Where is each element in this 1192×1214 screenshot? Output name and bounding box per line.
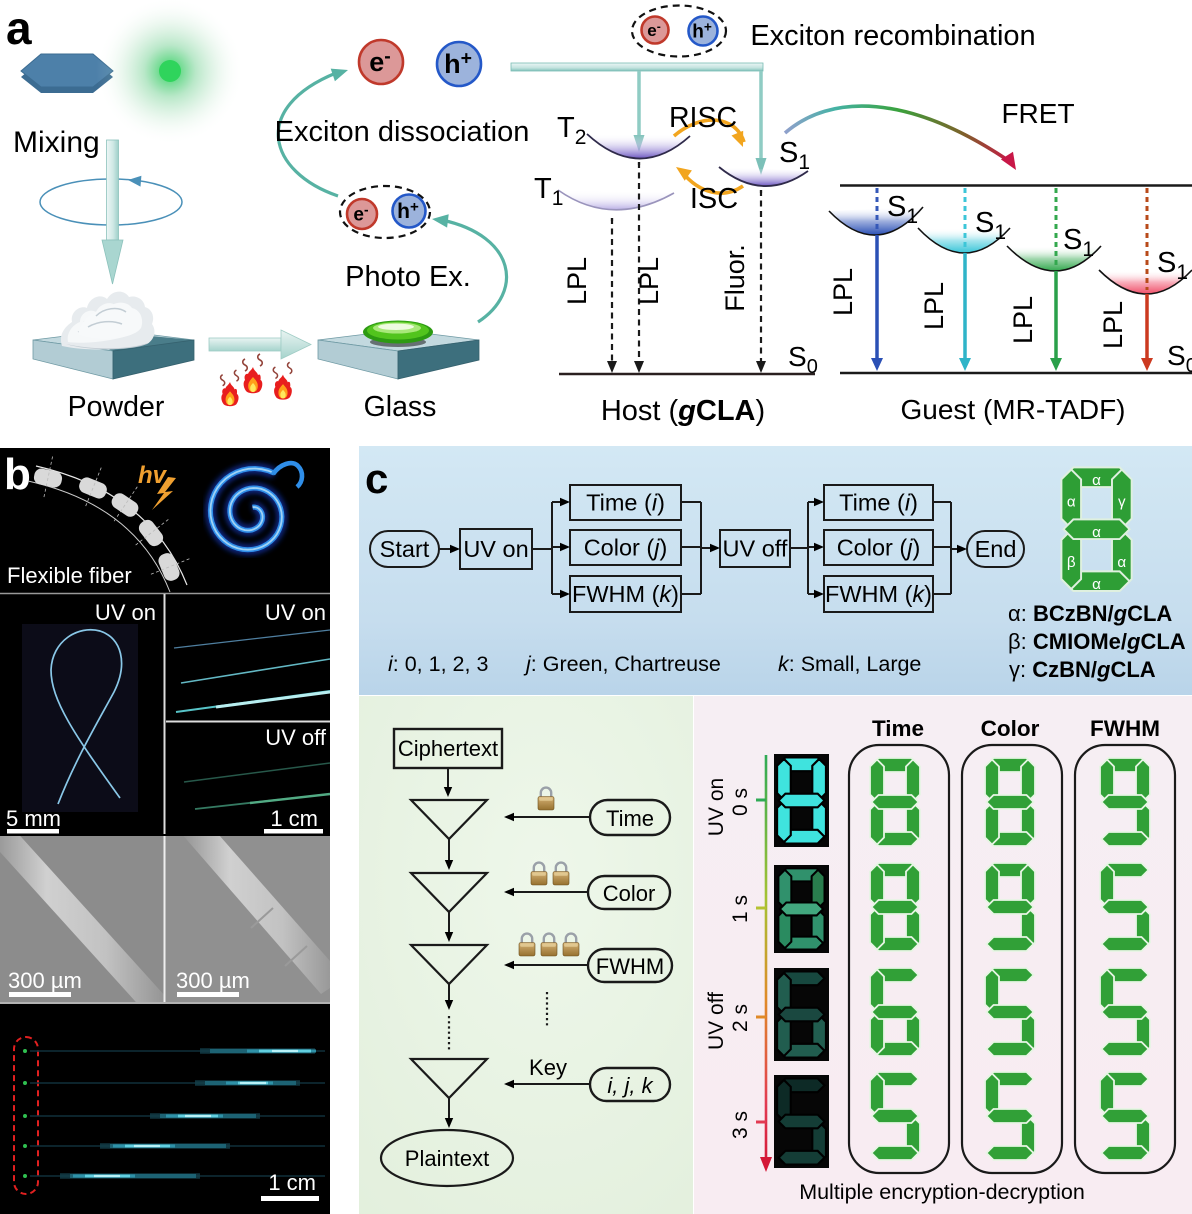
svg-text:Start: Start [380, 536, 430, 562]
svg-text:Exciton recombination: Exciton recombination [750, 20, 1035, 52]
svg-text:β: CMIOMe/gCLA: β: CMIOMe/gCLA [1008, 629, 1186, 654]
svg-text:1 cm: 1 cm [268, 1170, 316, 1195]
svg-text:RISC: RISC [669, 102, 737, 134]
svg-text:α: α [1117, 554, 1126, 571]
svg-text:FWHM (k): FWHM (k) [825, 581, 932, 607]
svg-text:2 s: 2 s [729, 1004, 752, 1032]
svg-text:γ: CzBN/gCLA: γ: CzBN/gCLA [1009, 657, 1156, 682]
svg-text:Fluor.: Fluor. [720, 244, 750, 312]
svg-text:Color (j): Color (j) [584, 535, 668, 561]
svg-text:T1: T1 [534, 173, 563, 210]
svg-text:S1: S1 [1063, 224, 1094, 261]
svg-text:UV off: UV off [705, 992, 728, 1050]
svg-text:b: b [4, 450, 31, 499]
svg-text:0 s: 0 s [729, 788, 752, 816]
svg-text:S1: S1 [975, 207, 1006, 244]
svg-text:S1: S1 [887, 191, 918, 228]
svg-text:α: α [1092, 576, 1101, 593]
svg-text:Time (i): Time (i) [839, 490, 918, 516]
svg-text:1 s: 1 s [729, 895, 752, 923]
svg-text:UV on: UV on [265, 600, 326, 625]
svg-text:ISC: ISC [690, 183, 738, 215]
svg-text:Time (i): Time (i) [586, 490, 665, 516]
svg-text:Glass: Glass [364, 391, 437, 423]
svg-text:Time: Time [606, 806, 654, 831]
svg-text:Exciton dissociation: Exciton dissociation [275, 116, 530, 148]
svg-text:LPL: LPL [828, 268, 858, 316]
svg-text:Color: Color [981, 716, 1040, 741]
svg-text:Color: Color [603, 881, 656, 906]
svg-text:i: 0, 1, 2, 3: i: 0, 1, 2, 3 [388, 652, 488, 676]
svg-text:1 cm: 1 cm [270, 806, 318, 831]
svg-text:j: Green, Chartreuse: j: Green, Chartreuse [523, 652, 721, 676]
svg-text:300 µm: 300 µm [8, 968, 82, 993]
svg-text:a: a [6, 2, 32, 54]
svg-text:β: β [1067, 554, 1076, 571]
svg-text:UV on: UV on [463, 536, 528, 562]
svg-text:End: End [975, 536, 1017, 562]
svg-text:α: α [1092, 472, 1101, 489]
svg-text:300 µm: 300 µm [176, 968, 250, 993]
svg-text:c: c [365, 455, 388, 502]
svg-text:Flexible fiber: Flexible fiber [7, 563, 132, 588]
svg-text:UV on: UV on [705, 778, 728, 836]
svg-text:FRET: FRET [1001, 98, 1074, 129]
svg-text:5 mm: 5 mm [6, 806, 61, 831]
svg-text:α: BCzBN/gCLA: α: BCzBN/gCLA [1008, 601, 1172, 626]
svg-text:Key: Key [529, 1055, 567, 1080]
svg-text:UV on: UV on [95, 600, 156, 625]
svg-text:FWHM: FWHM [596, 954, 664, 979]
svg-text:S0: S0 [788, 341, 818, 378]
svg-text:Time: Time [872, 716, 924, 741]
svg-text:Color (j): Color (j) [837, 535, 921, 561]
svg-text:α: α [1067, 494, 1076, 511]
svg-text:LPL: LPL [1008, 296, 1038, 344]
svg-text:FWHM (k): FWHM (k) [572, 581, 679, 607]
svg-text:T2: T2 [557, 112, 586, 149]
svg-text:Ciphertext: Ciphertext [398, 736, 498, 761]
svg-text:Powder: Powder [68, 391, 165, 423]
svg-text:LPL: LPL [919, 282, 949, 330]
svg-text:UV off: UV off [723, 536, 788, 562]
svg-text:S1: S1 [779, 137, 810, 174]
svg-text:FWHM: FWHM [1090, 716, 1160, 741]
svg-text:Guest (MR-TADF): Guest (MR-TADF) [900, 394, 1125, 425]
svg-text:3 s: 3 s [729, 1111, 752, 1139]
svg-text:Plaintext: Plaintext [405, 1146, 489, 1171]
svg-text:Multiple encryption-decryption: Multiple encryption-decryption [799, 1180, 1085, 1204]
svg-text:Mixing: Mixing [13, 126, 100, 159]
svg-text:k: Small, Large: k: Small, Large [778, 652, 921, 676]
svg-text:i, j, k: i, j, k [607, 1073, 653, 1098]
svg-text:LPL: LPL [634, 257, 664, 305]
svg-text:α: α [1092, 524, 1101, 541]
svg-text:UV off: UV off [265, 725, 327, 750]
svg-text:LPL: LPL [1098, 301, 1128, 349]
svg-text:Host (gCLA): Host (gCLA) [601, 395, 765, 427]
svg-text:S1: S1 [1157, 247, 1188, 284]
svg-text:LPL: LPL [562, 257, 592, 305]
svg-text:hv: hv [138, 462, 168, 489]
svg-text:γ: γ [1118, 494, 1126, 511]
svg-text:S0: S0 [1167, 340, 1192, 377]
svg-text:Photo Ex.: Photo Ex. [345, 261, 471, 293]
